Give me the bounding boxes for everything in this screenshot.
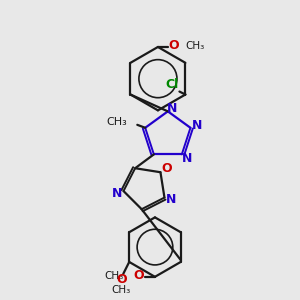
Text: N: N xyxy=(111,187,122,200)
Text: CH₃: CH₃ xyxy=(104,271,123,281)
Text: O: O xyxy=(169,40,179,52)
Text: O: O xyxy=(116,273,127,286)
Text: O: O xyxy=(134,269,144,282)
Text: N: N xyxy=(166,193,177,206)
Text: CH₃: CH₃ xyxy=(106,117,128,127)
Text: CH₃: CH₃ xyxy=(186,41,205,51)
Text: N: N xyxy=(167,102,177,115)
Text: CH₃: CH₃ xyxy=(112,285,131,295)
Text: N: N xyxy=(192,119,203,132)
Text: O: O xyxy=(161,162,172,175)
Text: N: N xyxy=(182,152,192,165)
Text: Cl: Cl xyxy=(165,78,178,91)
